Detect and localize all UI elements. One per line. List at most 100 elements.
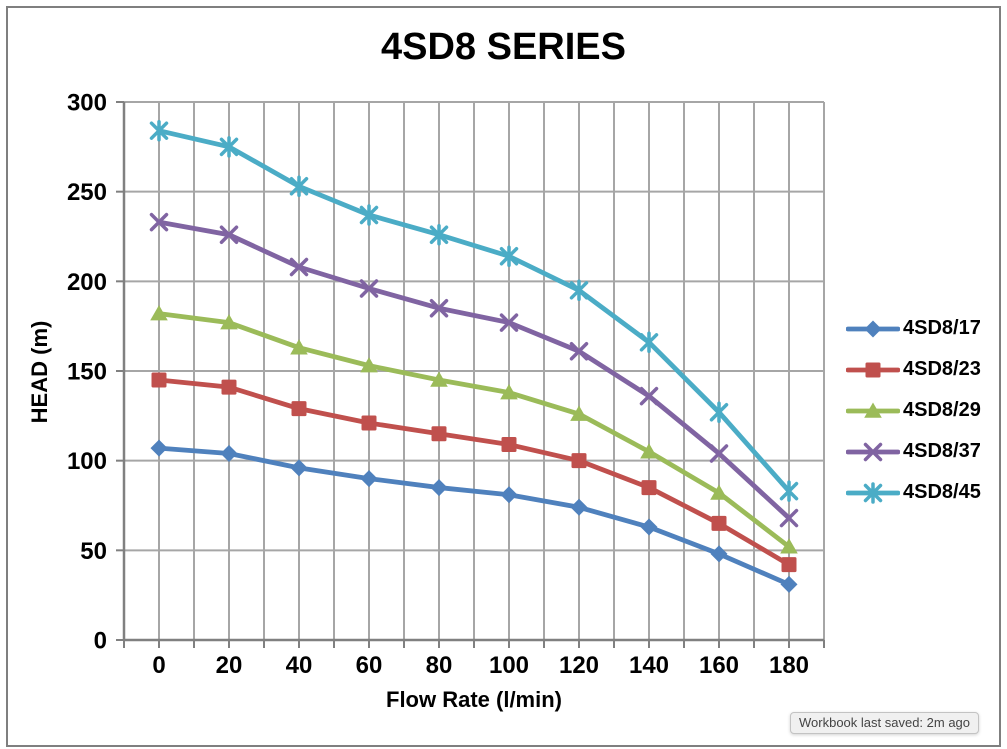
legend-item-4SD8-37: 4SD8/37 [846, 431, 981, 472]
x-marker-icon [219, 225, 239, 244]
star-marker-icon [863, 481, 883, 504]
diamond-marker-icon [360, 470, 378, 488]
y-tick-label: 100 [67, 448, 107, 475]
star-marker-icon [219, 136, 239, 158]
star-marker-icon [499, 245, 519, 267]
x-tick-labels: 0 20 40 60 80 100 120 140 160 180 [152, 652, 809, 679]
legend-label: 4SD8/29 [903, 399, 981, 421]
x-tick-label: 160 [699, 652, 739, 679]
star-marker-icon [569, 279, 589, 302]
legend-key-icon [846, 442, 900, 461]
triangle-marker-icon [570, 405, 588, 421]
square-marker-icon [431, 426, 447, 442]
diamond-marker-icon [570, 498, 588, 516]
triangle-marker-icon [290, 339, 308, 355]
series-4SD8/45 [149, 119, 799, 502]
legend-key-icon [846, 402, 900, 418]
square-marker-icon [151, 372, 167, 388]
y-tick-label: 0 [94, 628, 107, 655]
square-marker-icon [221, 379, 237, 395]
star-marker-icon [359, 204, 379, 226]
x-marker-icon [709, 444, 729, 463]
star-marker-icon [289, 175, 309, 198]
series-4SD8/23 [151, 372, 797, 573]
axes [116, 101, 825, 648]
x-tick-label: 0 [152, 652, 165, 679]
x-tick-label: 180 [769, 652, 809, 679]
chart-frame-border [6, 6, 1001, 747]
square-marker-icon [571, 453, 587, 469]
x-tick-label: 20 [216, 652, 243, 679]
y-tick-label: 250 [67, 179, 107, 206]
x-marker-icon [569, 342, 589, 361]
x-tick-label: 100 [489, 652, 529, 679]
star-marker-icon [639, 331, 659, 354]
triangle-marker-icon [780, 538, 798, 554]
x-tick-label: 140 [629, 652, 669, 679]
diamond-marker-icon [290, 459, 308, 477]
diamond-marker-icon [500, 486, 518, 504]
square-marker-icon [865, 362, 881, 377]
x-marker-icon [779, 508, 799, 528]
diamond-marker-icon [220, 444, 238, 462]
series-4SD8/29 [150, 305, 798, 554]
triangle-marker-icon [430, 371, 448, 387]
last-saved-tooltip: Workbook last saved: 2m ago [790, 712, 980, 734]
y-tick-label: 300 [67, 90, 107, 117]
legend: 4SD8/17 4SD8/23 4SD8/29 4SD8/37 4SD8/45 [846, 308, 981, 513]
x-marker-icon [639, 386, 659, 406]
legend-label: 4SD8/45 [903, 481, 981, 503]
x-axis-title: Flow Rate (l/min) [386, 687, 562, 712]
series-4SD8/37 [149, 212, 799, 528]
series-4SD8/17 [150, 439, 798, 593]
legend-key-icon [846, 481, 900, 504]
triangle-marker-icon [710, 484, 728, 500]
square-marker-icon [361, 415, 377, 431]
legend-key-icon [846, 362, 900, 377]
x-tick-label: 120 [559, 652, 599, 679]
square-marker-icon [781, 557, 797, 573]
x-marker-icon [429, 298, 449, 318]
y-tick-label: 50 [80, 538, 107, 565]
triangle-marker-icon [150, 305, 168, 321]
diamond-marker-icon [640, 518, 658, 536]
legend-item-4SD8-45: 4SD8/45 [846, 472, 981, 513]
star-marker-icon [779, 480, 799, 502]
x-marker-icon [289, 257, 309, 277]
x-marker-icon [149, 212, 169, 232]
legend-label: 4SD8/23 [903, 358, 981, 380]
x-marker-icon [863, 442, 883, 461]
star-marker-icon [149, 119, 169, 142]
triangle-marker-icon [640, 443, 658, 459]
triangle-marker-icon [864, 402, 882, 418]
legend-key-icon [846, 320, 900, 337]
x-marker-icon [499, 313, 519, 332]
y-tick-label: 200 [67, 269, 107, 296]
y-tick-label: 150 [67, 359, 107, 386]
diamond-marker-icon [710, 545, 728, 563]
triangle-marker-icon [500, 384, 518, 400]
star-marker-icon [709, 401, 729, 423]
star-marker-icon [429, 223, 449, 246]
legend-item-4SD8-23: 4SD8/23 [846, 349, 981, 390]
triangle-marker-icon [360, 357, 378, 373]
x-tick-label: 60 [356, 652, 383, 679]
square-marker-icon [711, 515, 727, 531]
triangle-marker-icon [220, 314, 238, 330]
legend-item-4SD8-17: 4SD8/17 [846, 308, 981, 349]
diamond-marker-icon [150, 439, 168, 457]
y-axis-title: HEAD (m) [27, 320, 52, 424]
chart-title: 4SD8 SERIES [381, 26, 626, 68]
x-tick-label: 80 [426, 652, 453, 679]
legend-label: 4SD8/37 [903, 440, 981, 462]
diamond-marker-icon [430, 479, 448, 497]
diamond-marker-icon [780, 575, 798, 593]
y-tick-labels: 0 50 100 150 200 250 300 [67, 90, 107, 655]
x-tick-label: 40 [286, 652, 313, 679]
square-marker-icon [501, 437, 517, 453]
x-marker-icon [359, 279, 379, 298]
diamond-marker-icon [864, 320, 882, 337]
legend-label: 4SD8/17 [903, 317, 981, 339]
square-marker-icon [641, 480, 657, 496]
